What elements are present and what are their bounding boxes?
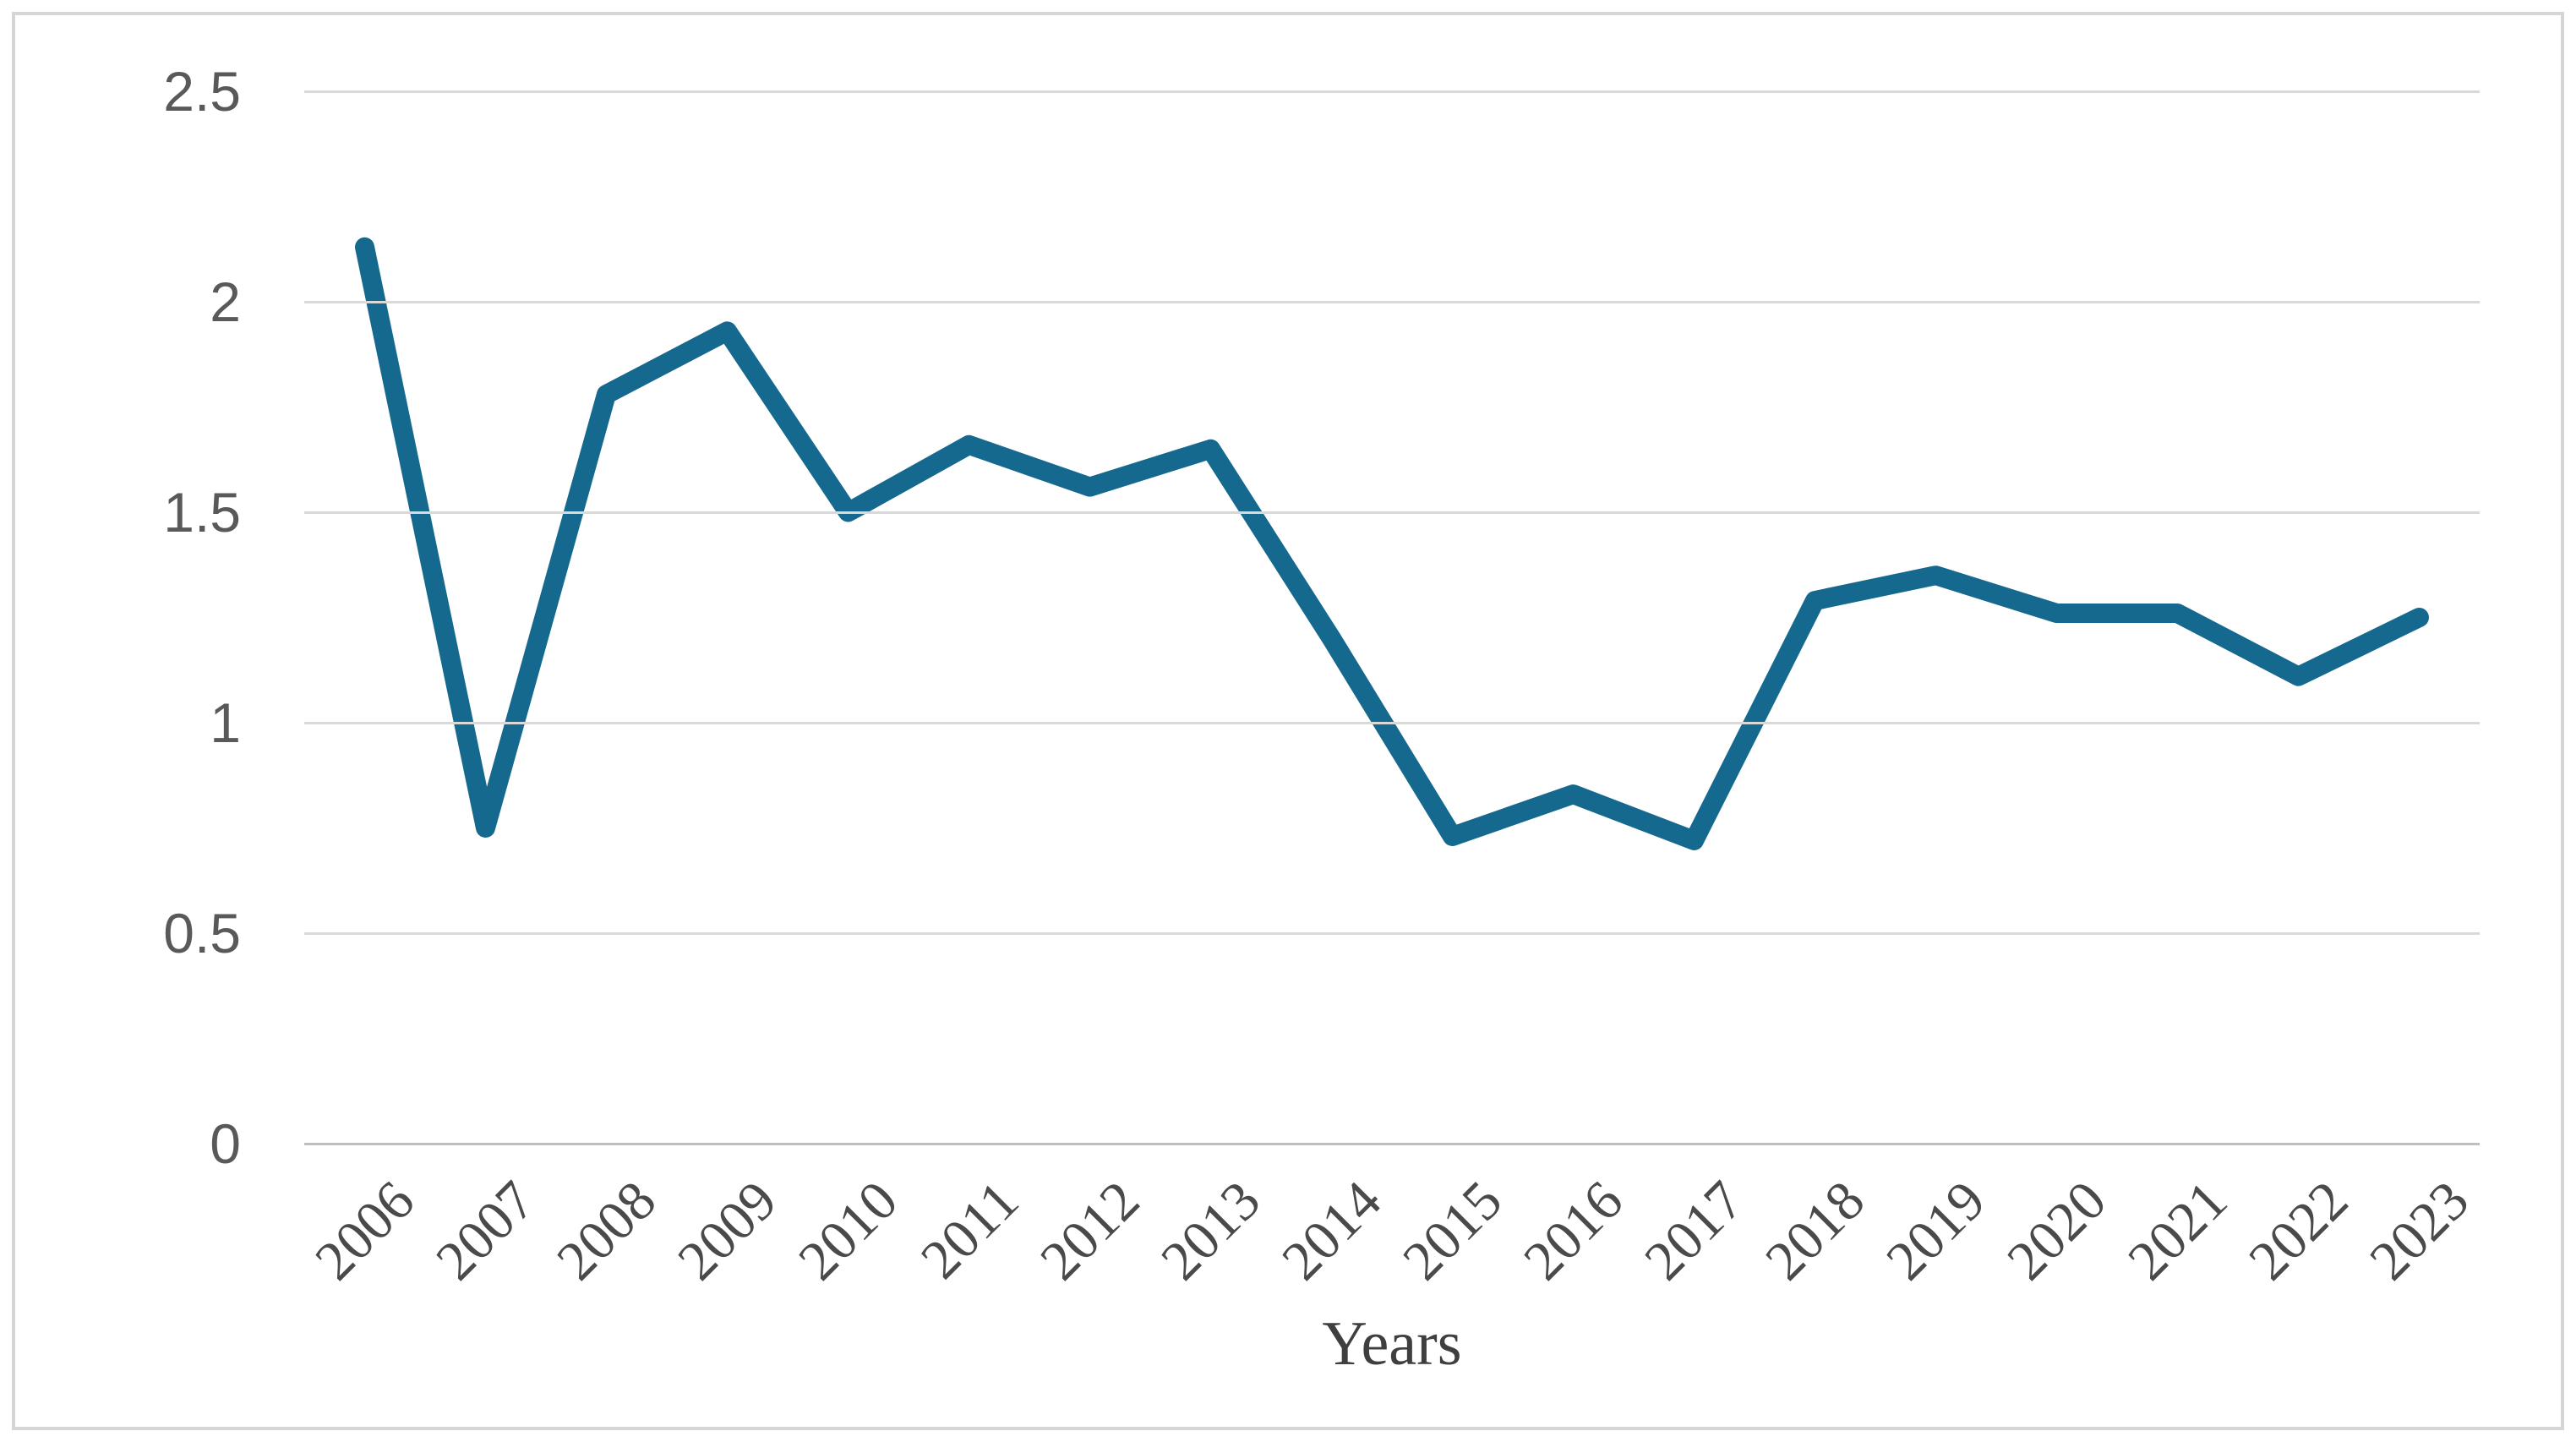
y-tick-label: 2.5 (163, 60, 241, 123)
y-tick-label: 1 (210, 691, 241, 754)
gridline (304, 931, 2480, 935)
chart-border (12, 12, 2564, 1430)
x-axis-line (304, 1142, 2480, 1145)
rws-line (355, 237, 2429, 850)
gridline (304, 511, 2480, 514)
y-tick-label: 0 (210, 1112, 241, 1175)
y-tick-label: 2 (210, 270, 241, 333)
y-tick-label: 1.5 (163, 481, 241, 543)
x-axis-title: Years (1322, 1309, 1462, 1379)
gridline (304, 300, 2480, 303)
y-tick-label: 0.5 (163, 902, 241, 964)
gridline (304, 721, 2480, 724)
gridline (304, 90, 2480, 93)
